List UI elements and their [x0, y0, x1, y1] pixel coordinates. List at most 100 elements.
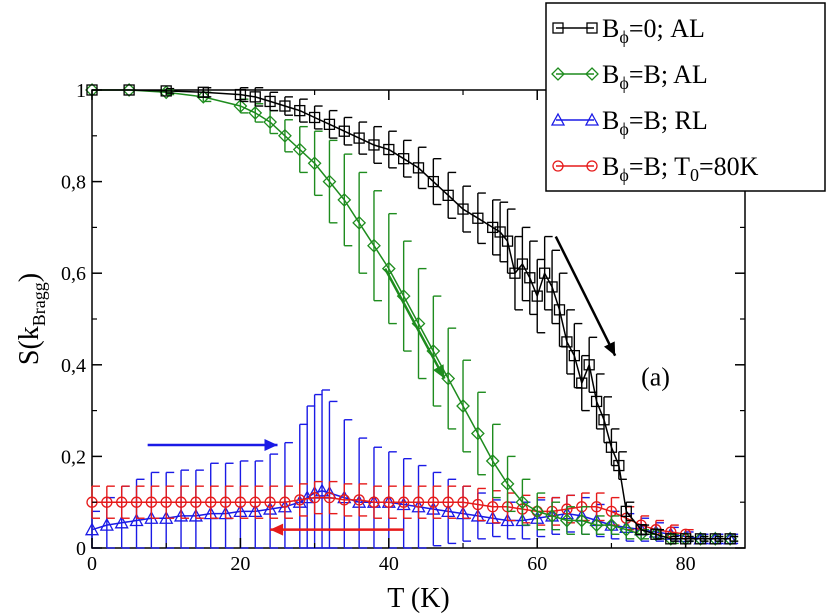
data-point-square — [383, 143, 395, 156]
data-point-square — [501, 235, 514, 247]
series-line — [92, 89, 731, 540]
data-point-square — [709, 533, 721, 545]
y-axis-title-sub: Bragg — [29, 282, 49, 326]
data-point-diamond — [263, 115, 278, 129]
legend-label-part: ϕ — [619, 27, 628, 47]
data-point-diamond — [122, 83, 137, 97]
data-point-circle — [338, 494, 350, 506]
legend-label-part: ϕ — [619, 73, 628, 93]
data-point-square — [561, 336, 573, 348]
legend-label-part: =80K — [699, 152, 759, 181]
x-tick-label: 80 — [676, 553, 696, 575]
y-axis-title-close: ) — [14, 273, 45, 282]
legend-label: Bϕ=0; AL — [602, 14, 705, 47]
data-point-square — [494, 226, 506, 238]
data-point-diamond — [604, 518, 619, 533]
data-point-square — [538, 267, 551, 279]
data-point-square — [635, 524, 647, 536]
data-point-circle — [552, 160, 564, 172]
data-point-circle — [219, 496, 232, 508]
legend-label-part: =B; AL — [629, 60, 708, 89]
x-tick-label: 60 — [527, 553, 547, 575]
data-point-square — [294, 104, 306, 117]
data-point-circle — [427, 496, 439, 508]
data-point-diamond — [248, 105, 263, 120]
trend-arrow-3 — [270, 523, 404, 536]
data-point-square — [576, 377, 588, 389]
y-tick-label: 0,2 — [61, 446, 86, 468]
data-point-square — [552, 22, 564, 34]
data-point-triangle — [114, 515, 129, 529]
data-point-diamond — [352, 215, 367, 230]
data-point-square — [509, 267, 521, 279]
y-tick-label: 0,8 — [61, 172, 86, 194]
series-line — [91, 490, 731, 540]
data-point-circle — [175, 496, 187, 508]
data-point-diamond — [337, 193, 352, 207]
data-point-square — [412, 162, 425, 174]
data-point-circle — [308, 491, 321, 504]
legend-label: Bϕ=B; AL — [602, 60, 708, 93]
data-point-circle — [368, 496, 380, 508]
data-point-square — [279, 100, 291, 112]
panel-label: (a) — [641, 362, 670, 391]
data-point-square — [472, 212, 484, 224]
data-point-circle — [101, 496, 113, 508]
data-point-square — [398, 153, 410, 165]
data-point-square — [197, 86, 209, 98]
data-point-circle — [234, 496, 247, 508]
series-square — [86, 84, 739, 545]
data-point-square — [590, 395, 603, 408]
data-point-diamond — [485, 454, 500, 468]
data-point-square — [613, 459, 625, 472]
data-point-square — [583, 359, 595, 371]
data-point-circle — [264, 496, 276, 508]
data-point-diamond — [470, 426, 485, 441]
trend-arrow-0 — [554, 236, 617, 357]
data-point-diamond — [619, 522, 634, 537]
data-point-circle — [590, 501, 603, 513]
data-point-circle — [130, 496, 143, 508]
legend-label-part: B — [602, 60, 619, 89]
data-point-square — [665, 533, 677, 545]
data-point-square — [620, 505, 632, 518]
data-point-square — [264, 95, 276, 108]
data-point-circle — [145, 496, 158, 508]
data-point-diamond — [322, 174, 337, 189]
data-point-square — [694, 533, 707, 545]
data-point-triangle — [99, 517, 114, 531]
data-point-square — [531, 290, 543, 302]
data-point-triangle — [550, 112, 566, 126]
data-point-diamond — [559, 513, 574, 528]
data-point-square — [427, 175, 439, 188]
data-point-square — [123, 84, 135, 96]
trend-arrow-1 — [384, 268, 446, 380]
y-tick-label: 1 — [76, 80, 86, 102]
legend-box — [545, 2, 826, 192]
x-tick-label: 0 — [87, 553, 97, 575]
arrow-shaft — [554, 236, 617, 357]
series-layer — [84, 83, 739, 549]
data-point-diamond — [233, 99, 248, 113]
data-point-square — [724, 533, 736, 545]
x-tick-label: 20 — [230, 553, 250, 575]
data-point-diamond — [278, 128, 292, 143]
arrow-shaft — [384, 268, 446, 380]
data-point-diamond — [530, 504, 545, 519]
data-point-diamond — [545, 509, 559, 523]
data-point-circle — [353, 494, 365, 506]
data-point-circle — [442, 496, 454, 508]
data-point-triangle — [188, 508, 203, 522]
legend-label: Bϕ=B; T0=80K — [602, 152, 759, 185]
legend-label-part: B — [602, 106, 619, 135]
data-point-circle — [160, 496, 172, 508]
data-point-circle — [323, 491, 336, 504]
axis-layer: 0 20 40 60 80 0 0,2 0,4 0,6 0,8 1 — [61, 80, 745, 575]
data-point-square — [353, 132, 365, 144]
x-tick-label: 40 — [379, 553, 399, 575]
legend-entry-square: Bϕ=0; AL — [552, 14, 705, 47]
data-point-square — [553, 304, 566, 316]
legend-label-part: B — [602, 14, 619, 43]
